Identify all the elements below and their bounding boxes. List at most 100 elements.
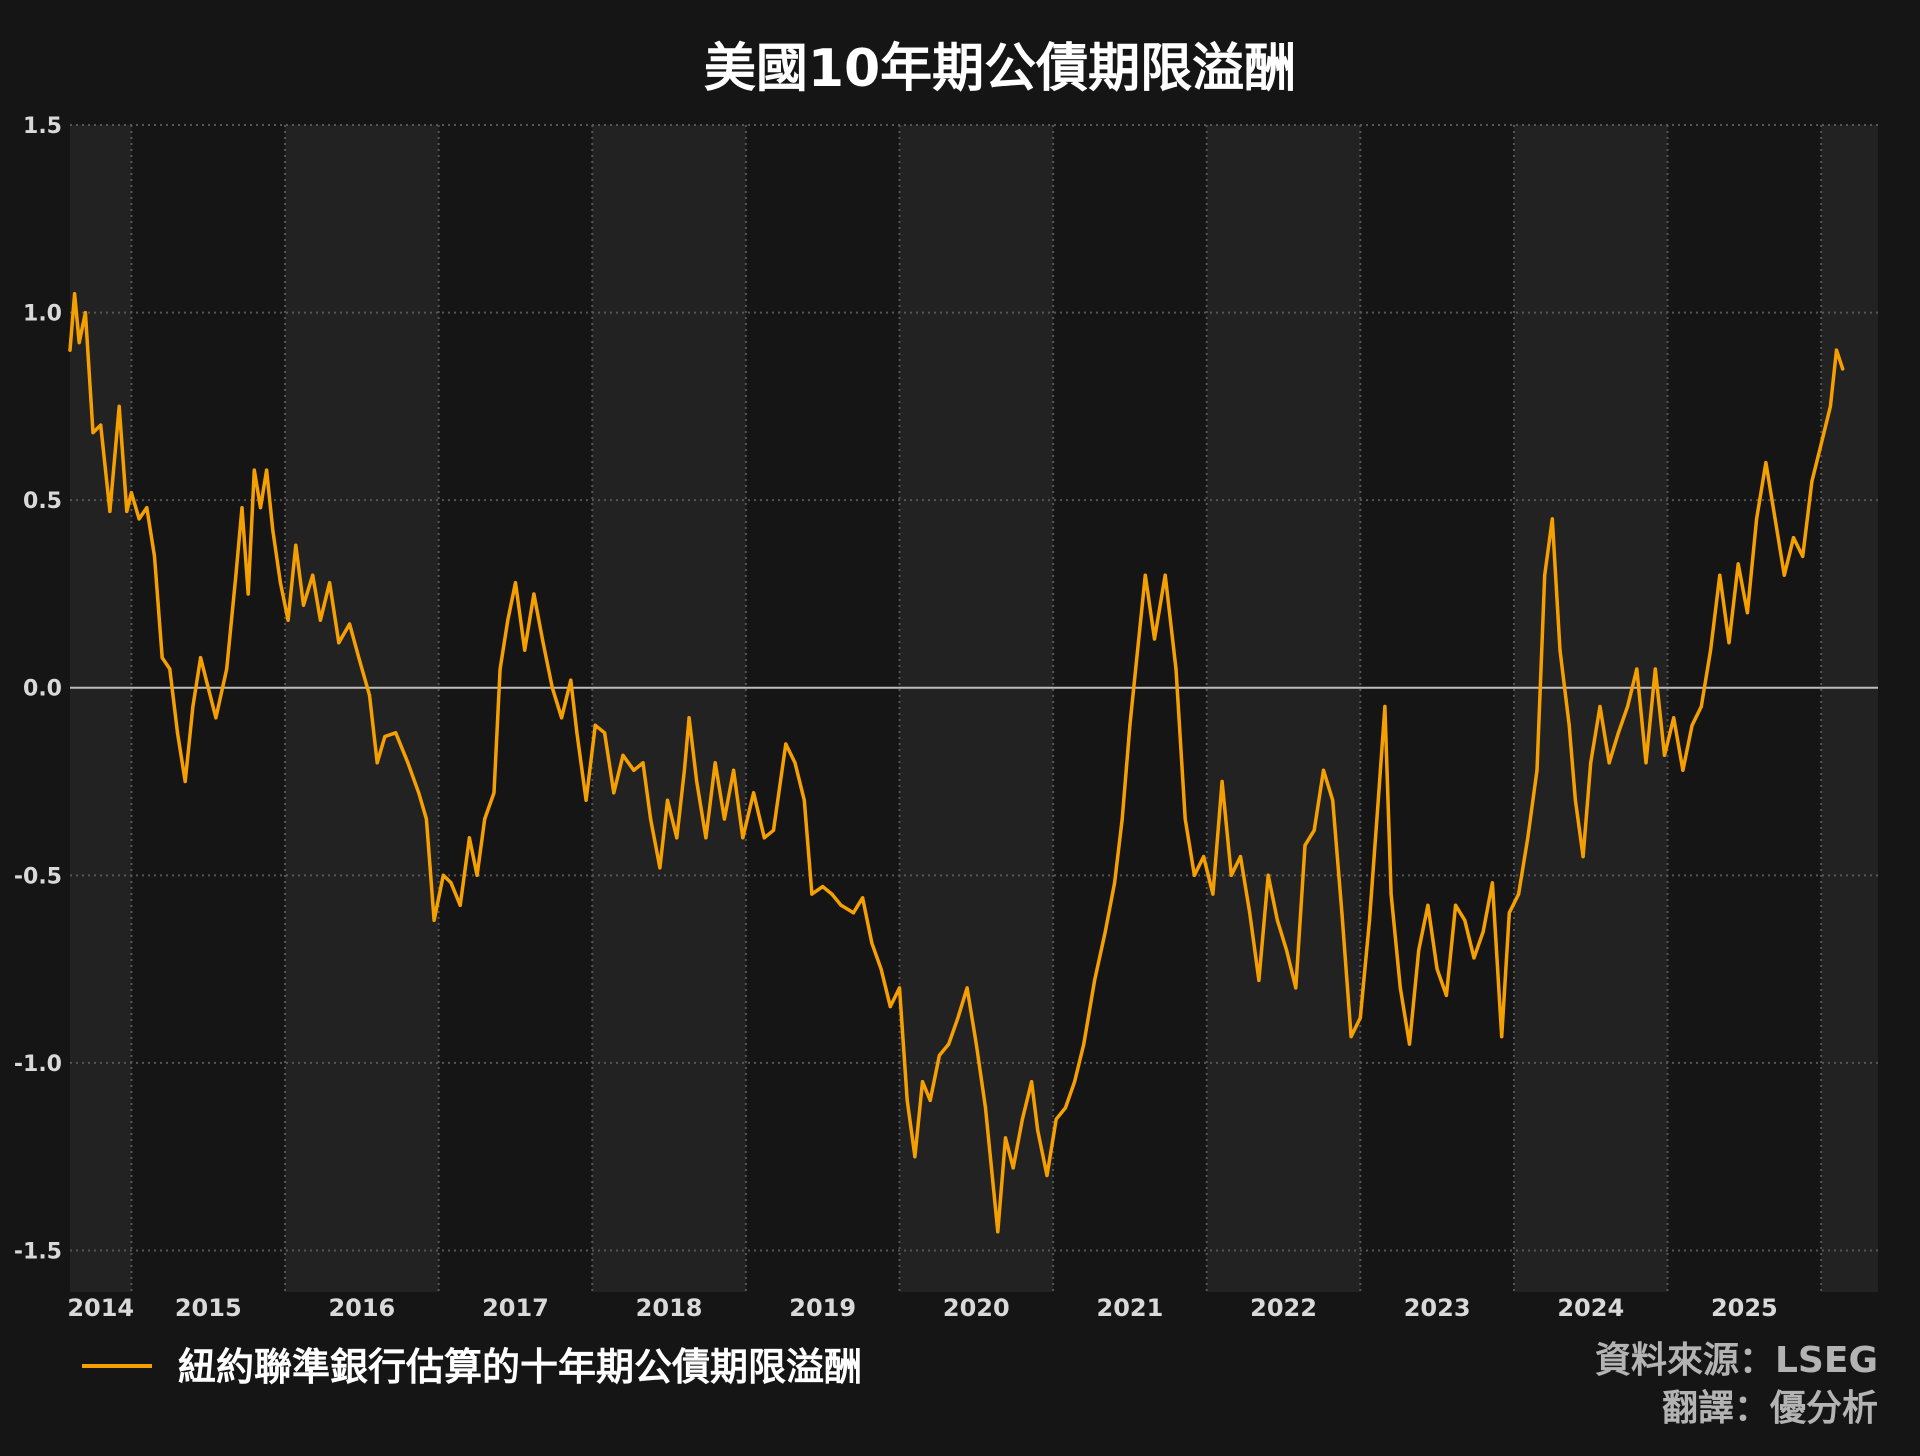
x-tick-label: 2022	[1250, 1294, 1317, 1322]
data-point	[278, 581, 283, 585]
data-point	[1736, 562, 1740, 566]
data-point	[731, 768, 736, 772]
data-point	[532, 592, 536, 596]
data-point	[301, 603, 306, 607]
data-point	[483, 817, 487, 821]
data-point	[675, 836, 679, 840]
legend: 紐約聯準銀行估算的十年期公債期限溢酬	[82, 1345, 862, 1389]
data-point	[1453, 903, 1458, 907]
data-point	[658, 866, 662, 870]
data-point	[1020, 1117, 1024, 1121]
data-point	[983, 1106, 988, 1110]
data-point	[1516, 892, 1521, 896]
data-point	[1128, 723, 1132, 727]
data-point	[1082, 1042, 1086, 1046]
data-point	[99, 423, 103, 427]
data-point	[937, 1053, 942, 1057]
y-tick-label: -1.5	[14, 1239, 62, 1264]
x-tick-label: 2023	[1404, 1294, 1471, 1322]
data-point	[1567, 723, 1571, 727]
data-point	[1500, 1035, 1504, 1039]
x-tick-label: 2024	[1557, 1294, 1624, 1322]
data-point	[649, 817, 653, 821]
data-point	[839, 903, 843, 907]
data-point	[965, 986, 969, 990]
x-tick-label: 2018	[636, 1294, 703, 1322]
data-point	[1791, 536, 1796, 540]
data-point	[1011, 1166, 1015, 1170]
data-point	[271, 528, 275, 532]
y-tick-label: 0.5	[23, 489, 62, 514]
data-point	[593, 723, 597, 727]
data-point	[1003, 1136, 1008, 1140]
data-point	[1745, 611, 1750, 615]
data-point	[1303, 843, 1307, 847]
data-point	[704, 836, 708, 840]
data-point	[441, 873, 445, 877]
data-point	[318, 618, 322, 622]
data-point	[1773, 517, 1777, 521]
data-point	[73, 292, 77, 296]
data-point	[375, 761, 379, 765]
data-point	[687, 716, 691, 720]
data-point	[1135, 648, 1140, 652]
data-point	[214, 716, 218, 720]
data-point	[541, 641, 545, 645]
x-tick-label: 2014	[67, 1294, 134, 1322]
x-tick-label: 2020	[943, 1294, 1010, 1322]
data-point	[1112, 881, 1117, 885]
data-point	[168, 667, 172, 671]
data-point	[602, 731, 607, 735]
data-point	[1672, 716, 1676, 720]
data-point	[996, 1230, 1000, 1234]
data-point	[1635, 667, 1639, 671]
data-point	[1481, 929, 1485, 934]
data-point	[1543, 573, 1547, 577]
y-tick-label: 0.0	[23, 677, 62, 702]
data-point	[920, 1080, 925, 1084]
data-point	[1030, 1080, 1034, 1084]
data-point	[337, 641, 341, 645]
data-point	[125, 509, 129, 514]
data-point	[1183, 817, 1187, 821]
data-point	[550, 686, 554, 690]
data-point	[1782, 573, 1786, 577]
data-point	[311, 573, 315, 577]
data-point	[294, 543, 298, 547]
data-point	[913, 1155, 917, 1159]
data-point	[784, 742, 788, 746]
data-point	[928, 1098, 932, 1103]
data-point	[206, 686, 210, 690]
data-point	[1229, 873, 1233, 877]
data-point	[888, 1005, 892, 1009]
data-point	[1389, 892, 1393, 896]
data-point	[68, 348, 72, 352]
data-point	[498, 667, 502, 671]
data-point	[1312, 828, 1316, 832]
data-point	[905, 1098, 909, 1103]
legend-label: 紐約聯準銀行估算的十年期公債期限溢酬	[178, 1345, 862, 1389]
data-point	[793, 761, 797, 765]
data-point	[1755, 517, 1759, 521]
data-point	[802, 798, 806, 802]
data-point	[1550, 517, 1554, 521]
data-point	[1257, 978, 1261, 982]
data-point	[810, 892, 814, 896]
x-tick-label: 2021	[1097, 1294, 1164, 1322]
data-point	[137, 517, 141, 521]
data-point	[1764, 461, 1768, 465]
data-point	[108, 509, 112, 514]
data-point	[1644, 761, 1648, 765]
data-point	[861, 896, 865, 900]
data-point	[191, 704, 195, 709]
data-point	[665, 798, 670, 802]
data-point	[879, 967, 883, 971]
data-point	[1727, 641, 1731, 645]
data-point	[1407, 1042, 1412, 1046]
data-point	[1248, 911, 1252, 915]
data-point	[394, 731, 398, 735]
data-point	[252, 468, 256, 472]
data-point	[1426, 903, 1430, 907]
data-point	[406, 761, 410, 765]
